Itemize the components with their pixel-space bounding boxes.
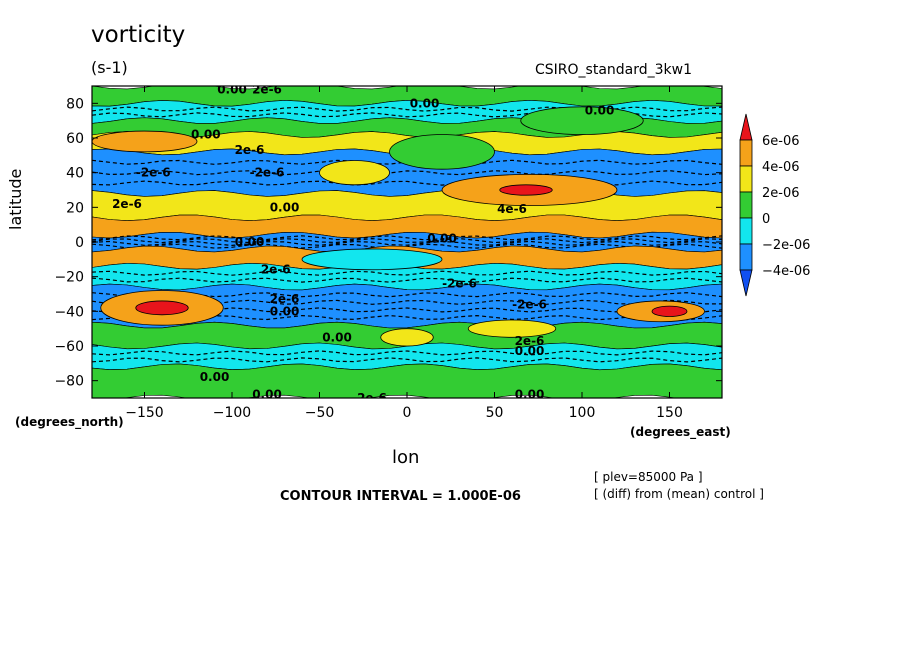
negative-contour: [92, 277, 722, 283]
y-tick-label: 60: [66, 131, 84, 147]
y-tick-label: 80: [66, 96, 84, 112]
blob-8: [389, 134, 495, 170]
negative-contour: [92, 235, 722, 241]
plev-info: [ plev=85000 Pa ]: [594, 470, 703, 484]
negative-contour: [92, 237, 722, 244]
y-tick-label: −60: [54, 339, 84, 355]
contour-label: 2e-6: [112, 197, 142, 211]
y-tick-label: 40: [66, 166, 84, 182]
y-tick-label: 20: [66, 200, 84, 216]
colorbar-segment: [739, 191, 753, 219]
y-tick-label: −20: [54, 270, 84, 286]
negative-contour: [92, 270, 722, 276]
band-13: [92, 363, 722, 398]
contour-label: 2e-6: [252, 82, 282, 96]
contour-label: 0.00: [585, 103, 615, 117]
x-axis-label: lon: [392, 447, 420, 468]
contour-label: -2e-6: [512, 297, 547, 311]
chart-title: vorticity: [91, 22, 186, 48]
colorbar-bottom-arrow: [739, 269, 753, 297]
contour-label: 2e-6: [357, 391, 387, 405]
blob-11: [380, 328, 434, 347]
y-tick-label: 0: [75, 235, 84, 251]
contour-label: 2e-6: [261, 263, 291, 277]
contour-interval: CONTOUR INTERVAL = 1.000E-06: [280, 489, 521, 504]
blob-9: [301, 248, 443, 271]
x-tick-label: −150: [125, 405, 163, 421]
contour-label: 0.00: [515, 388, 545, 402]
contour-label: 0.00: [322, 330, 352, 344]
contour-label: 0.00: [427, 232, 457, 246]
contour-label: -2e-6: [250, 166, 285, 180]
colorbar-label: −4e-06: [762, 264, 810, 279]
x-tick-label: 50: [486, 405, 504, 421]
colorbar-label: −2e-06: [762, 238, 810, 253]
blob-7: [319, 160, 390, 186]
contour-label: -2e-6: [136, 166, 171, 180]
contour-label: 2e-6: [515, 334, 545, 348]
blob-1: [135, 300, 189, 316]
negative-contour: [92, 350, 722, 356]
contour-label: 0.00: [410, 96, 440, 110]
contour-label: 0.00: [200, 370, 230, 384]
model-label: CSIRO_standard_3kw1: [535, 62, 693, 78]
y-tick-label: −80: [54, 374, 84, 390]
contour-field: [92, 86, 722, 398]
contour-label: 0.00: [191, 128, 221, 142]
blob-3: [499, 184, 553, 196]
contour-label: 2e-6: [270, 292, 300, 306]
contour-label: 4e-6: [497, 202, 527, 216]
y-axis-units: (degrees_north): [15, 415, 124, 429]
colorbar-segment: [739, 165, 753, 193]
chart-units: (s-1): [91, 58, 128, 77]
blob-10: [520, 106, 644, 135]
negative-contour: [92, 357, 722, 363]
x-tick-label: 100: [569, 405, 596, 421]
colorbar-segment: [739, 217, 753, 245]
contour-label: 0.00: [252, 388, 282, 402]
colorbar-label: 2e-06: [762, 186, 800, 201]
x-tick-label: 0: [403, 405, 412, 421]
x-axis-units: (degrees_east): [630, 425, 731, 439]
colorbar: 6e-06 4e-06 2e-06 0 −2e-06 −4e-06: [739, 113, 810, 297]
diff-info: [ (diff) from (mean) control ]: [594, 487, 764, 501]
blob-12: [467, 319, 557, 338]
negative-contour: [92, 180, 722, 186]
contour-label: 0.00: [235, 235, 265, 249]
contour-label: 2e-6: [235, 143, 265, 157]
negative-contour: [92, 240, 722, 247]
blob-6: [92, 130, 198, 153]
colorbar-label: 0: [762, 212, 770, 227]
contour-label: -2e-6: [442, 277, 477, 291]
y-tick-label: −40: [54, 304, 84, 320]
contour-label: 0.00: [270, 200, 300, 214]
negative-contour: [92, 106, 722, 112]
x-ticks: −150 −100 −50 0 50 100 150: [125, 86, 683, 421]
x-tick-label: −50: [305, 405, 335, 421]
colorbar-segment: [739, 139, 753, 167]
colorbar-segment: [739, 243, 753, 271]
colorbar-top-arrow: [739, 113, 753, 141]
x-tick-label: 150: [656, 405, 683, 421]
y-ticks: 80 60 40 20 0 −20 −40 −60 −80: [54, 96, 722, 390]
colorbar-label: 4e-06: [762, 160, 800, 175]
x-tick-label: −100: [213, 405, 251, 421]
negative-contour: [92, 170, 722, 176]
blob-5: [651, 305, 688, 317]
colorbar-label: 6e-06: [762, 134, 800, 149]
contour-label: 0.00: [270, 304, 300, 318]
contour-label: 0.00: [515, 344, 545, 358]
